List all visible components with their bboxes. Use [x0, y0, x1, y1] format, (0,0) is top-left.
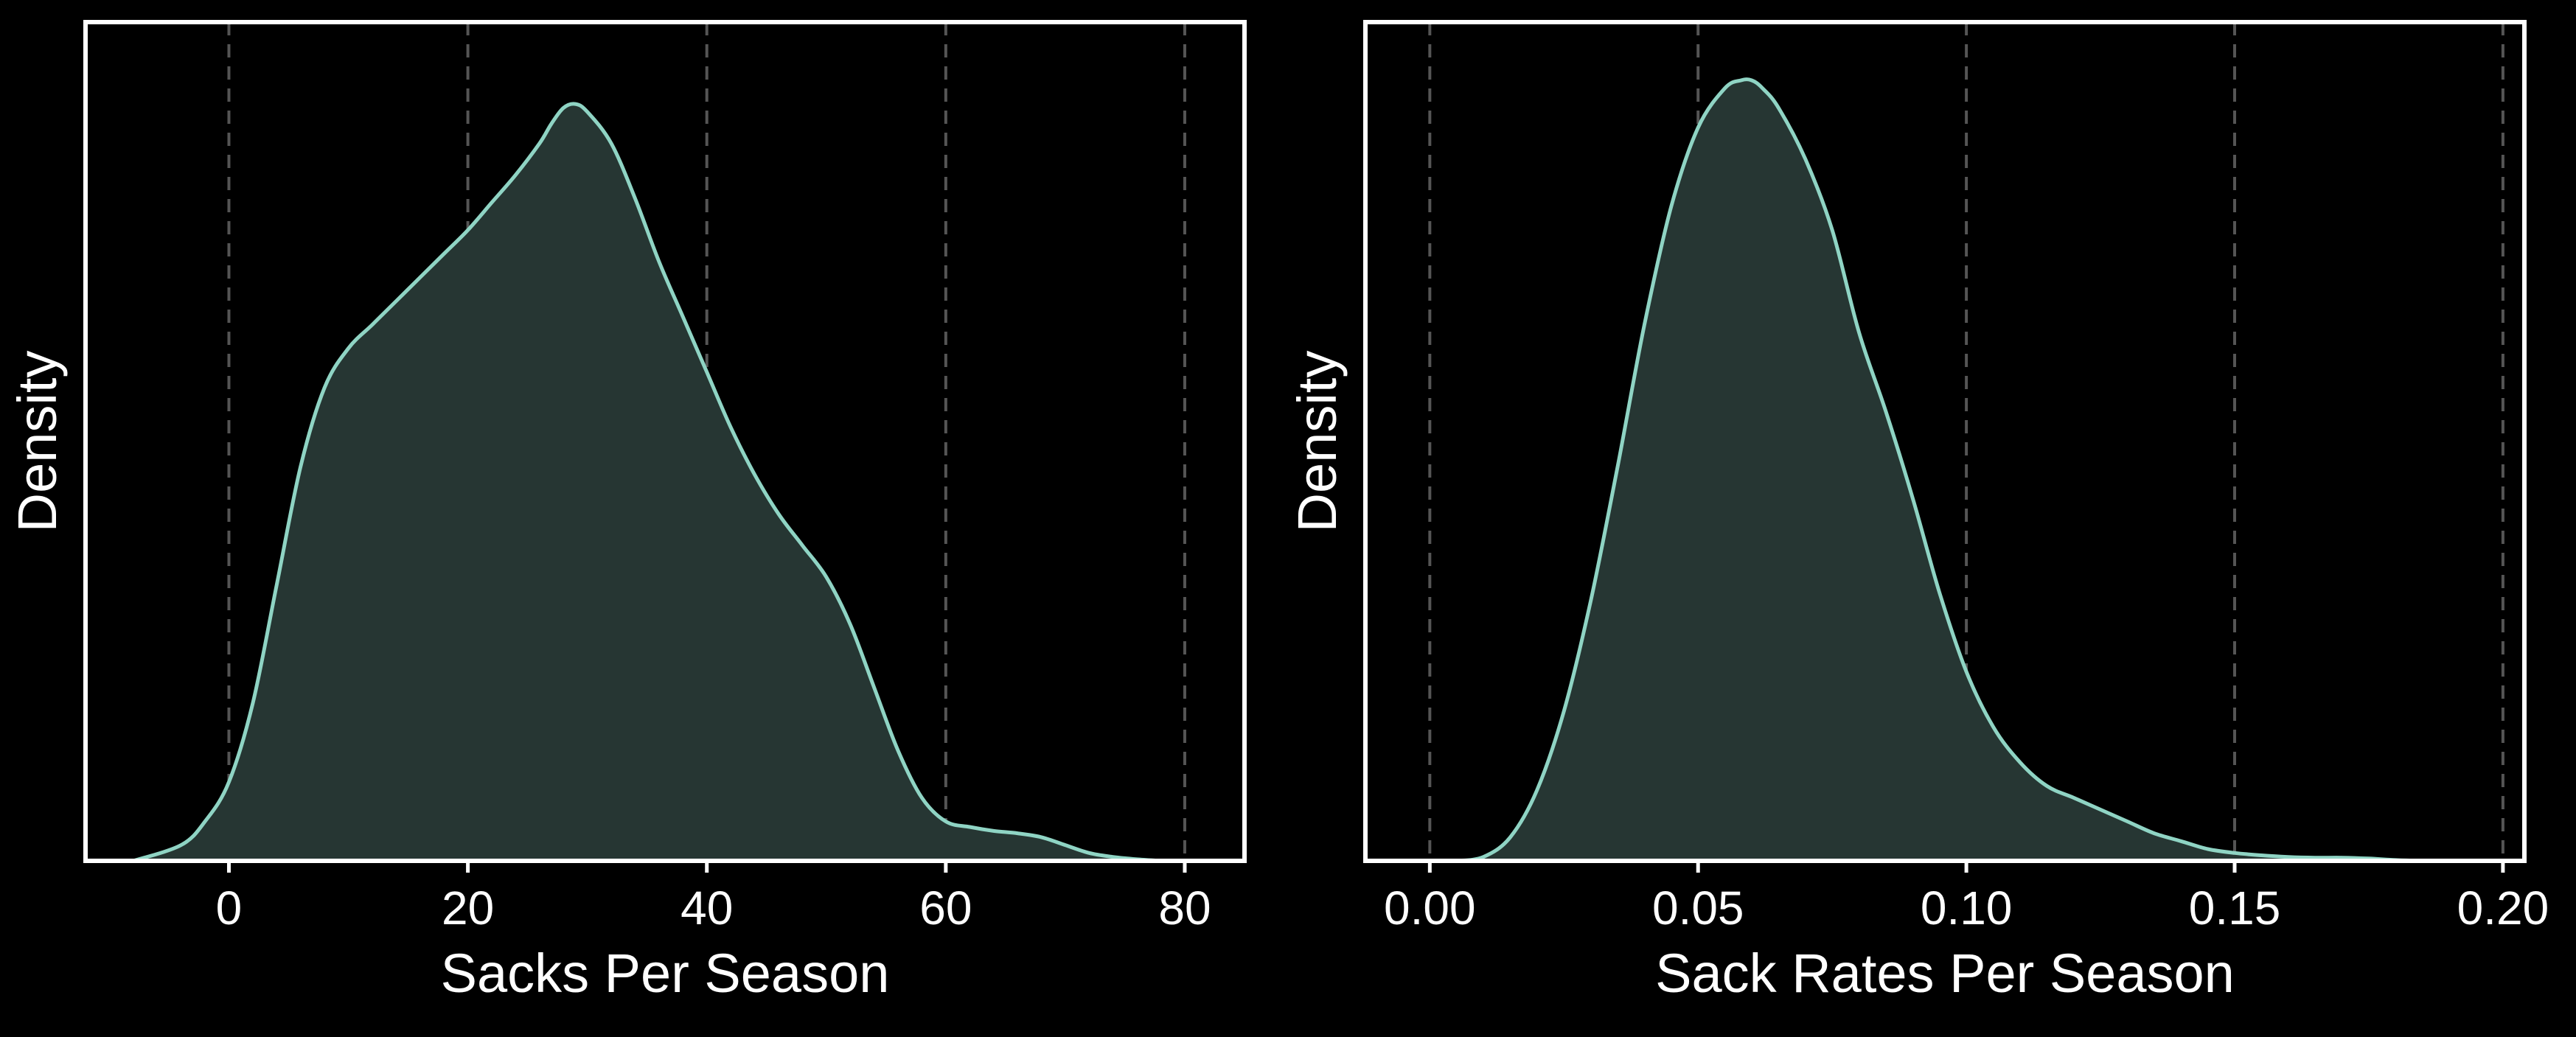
- x-tick-label-sacks-1: 20: [442, 881, 494, 935]
- density-line-sacks: [131, 102, 1163, 863]
- x-tick-label-sack-rates-4: 0.20: [2457, 881, 2549, 935]
- x-axis-label-sack-rates: Sack Rates Per Season: [1655, 943, 2235, 1004]
- density-area-sacks: [133, 103, 1161, 862]
- x-tick-label-sacks-0: 0: [216, 881, 243, 935]
- plot-frame-sack-rates: [1363, 20, 2527, 863]
- y-axis-label-sack-rates: Density: [1287, 351, 1348, 533]
- x-tick-label-sack-rates-3: 0.15: [2189, 881, 2281, 935]
- y-axis-label-sacks: Density: [7, 351, 68, 533]
- x-axis-label-sacks: Sacks Per Season: [441, 943, 890, 1004]
- plot-frame-sacks: [83, 20, 1247, 863]
- x-tick-label-sacks-2: 40: [680, 881, 733, 935]
- chart-panel-sacks: 0 20 40 60 80 Sacks Per Season Density: [7, 20, 1247, 1004]
- density-line-sack-rates: [1455, 77, 2425, 863]
- x-tick-label-sacks-3: 60: [919, 881, 972, 935]
- x-tick-label-sack-rates-1: 0.05: [1652, 881, 1744, 935]
- x-tick-label-sacks-4: 80: [1158, 881, 1211, 935]
- density-area-sack-rates: [1456, 79, 2423, 861]
- x-tick-label-sack-rates-2: 0.10: [1921, 881, 2013, 935]
- chart-panel-sack-rates: 0.00 0.05 0.10 0.15 0.20 Sack Rates Per Seaso…: [1287, 20, 2549, 1004]
- x-tick-label-sack-rates-0: 0.00: [1384, 881, 1476, 935]
